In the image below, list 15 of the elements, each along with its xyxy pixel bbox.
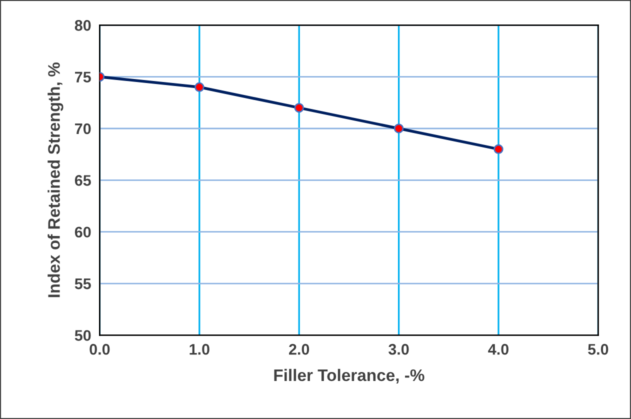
x-tick-label: 5.0 bbox=[588, 344, 608, 355]
x-tick-label: 1.0 bbox=[190, 344, 210, 355]
y-tick-label: 80 bbox=[74, 20, 91, 31]
x-tick-label: 4.0 bbox=[488, 344, 508, 355]
y-tick-label: 60 bbox=[74, 226, 91, 238]
x-tick-label: 0.0 bbox=[90, 344, 110, 355]
y-tick-label: 70 bbox=[75, 123, 91, 134]
x-tick-label: 2.0 bbox=[289, 344, 310, 355]
y-tick-label: 55 bbox=[74, 278, 91, 290]
x-axis-title: Filler Tolerance, -% bbox=[274, 368, 424, 384]
x-tick-label: 3.0 bbox=[388, 344, 409, 355]
y-tick-label: 65 bbox=[74, 175, 91, 186]
y-tick-label: 50 bbox=[74, 330, 91, 341]
y-tick-label: 75 bbox=[75, 72, 91, 83]
y-axis-title: Index of Retained Strength, % bbox=[48, 62, 64, 298]
